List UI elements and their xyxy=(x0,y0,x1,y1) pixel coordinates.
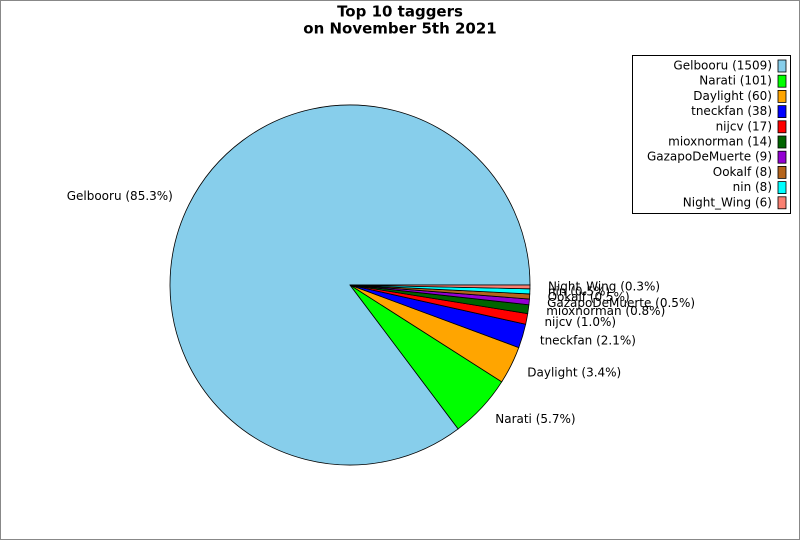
legend-label: Daylight (60) xyxy=(693,89,772,103)
slice-label: mioxnorman (0.8%) xyxy=(546,304,665,318)
legend-label: Night_Wing (6) xyxy=(683,195,772,209)
pie-slice xyxy=(349,284,531,290)
legend-swatch xyxy=(777,165,787,179)
chart-title: Top 10 taggers xyxy=(337,3,463,21)
slice-label: GazapoDeMuerte (0.5%) xyxy=(547,296,695,310)
legend-label: Gelbooru (1509) xyxy=(673,59,772,73)
legend-swatch xyxy=(777,59,787,73)
legend-swatch xyxy=(777,74,787,88)
slice-label: Ookalf (0.5%) xyxy=(548,290,630,304)
slice-label: tneckfan (2.1%) xyxy=(540,334,636,348)
legend-label: tneckfan (38) xyxy=(691,104,772,118)
legend-label: nijcv (17) xyxy=(716,119,772,133)
legend-label: nin (8) xyxy=(733,180,772,194)
legend-label: GazapoDeMuerte (9) xyxy=(647,150,772,164)
slice-label: nijcv (1.0%) xyxy=(544,315,616,329)
legend-label: mioxnorman (14) xyxy=(668,135,772,149)
legend-swatch xyxy=(777,181,787,195)
legend-swatch xyxy=(777,120,787,134)
legend-swatch xyxy=(777,150,787,164)
legend-label: Narati (101) xyxy=(699,74,772,88)
slice-label: Narati (5.7%) xyxy=(495,412,575,426)
legend-box xyxy=(632,55,791,214)
slice-label: Night_Wing (0.3%) xyxy=(548,280,660,294)
legend-swatch xyxy=(777,135,787,149)
legend-swatch xyxy=(777,196,787,210)
legend-swatch xyxy=(777,90,787,103)
slice-label: Gelbooru (85.3%) xyxy=(67,189,173,203)
chart-subtitle: on November 5th 2021 xyxy=(303,20,496,38)
slice-label: Daylight (3.4%) xyxy=(527,366,621,380)
slice-label: nin (0.5%) xyxy=(548,285,610,299)
legend-swatch xyxy=(777,105,787,118)
legend-label: Ookalf (8) xyxy=(713,165,772,179)
